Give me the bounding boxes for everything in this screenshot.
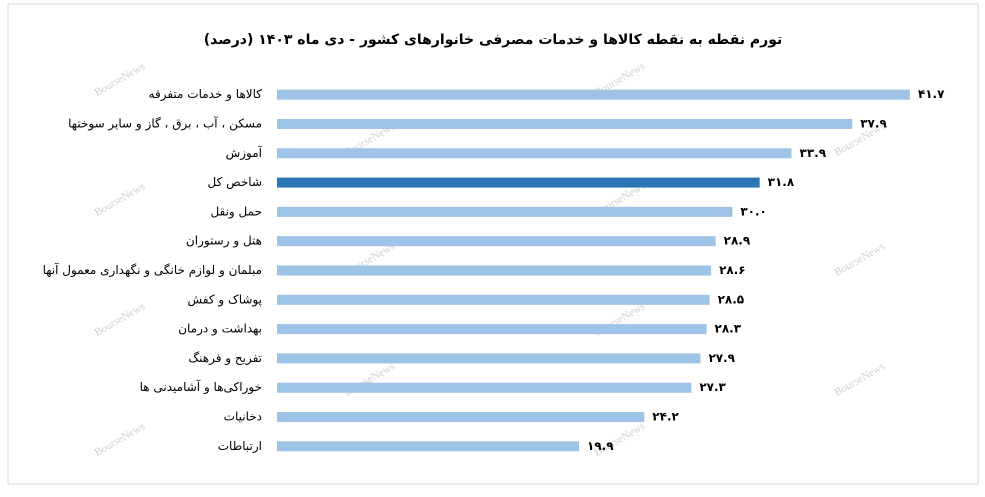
value-label: ۳۳.۹: [800, 146, 827, 160]
category-label: کالاها و خدمات متفرقه: [149, 87, 263, 102]
value-label: ۲۸.۶: [719, 263, 746, 277]
value-label: ۴۱.۷: [918, 87, 945, 101]
value-label: ۲۸.۵: [718, 292, 745, 306]
value-label: ۳۱.۸: [768, 175, 795, 189]
category-label: شاخص کل: [208, 175, 262, 190]
bar: [277, 441, 580, 452]
category-label: هتل و رستوران: [186, 234, 262, 249]
bar: [277, 236, 716, 247]
bar: [277, 89, 910, 100]
value-label: ۲۸.۹: [724, 234, 751, 248]
value-label: ۱۹.۹: [587, 439, 614, 453]
category-label: بهداشت و درمان: [178, 322, 262, 337]
value-label: ۳۷.۹: [860, 116, 887, 130]
category-label: آموزش: [226, 145, 263, 161]
value-label: ۳۰.۰: [740, 204, 767, 218]
bar: [277, 206, 733, 217]
chart-title: تورم نقطه به نقطه کالاها و خدمات مصرفی خ…: [204, 32, 783, 48]
value-label: ۲۷.۹: [708, 351, 735, 365]
bar: [277, 353, 701, 364]
category-label: مسکن ، آب ، برق ، گاز و سایر سوختها: [68, 115, 262, 131]
bar: [277, 118, 853, 129]
category-label: ارتباطات: [218, 439, 262, 454]
category-label: تفریح و فرهنگ: [188, 351, 262, 366]
category-label: دخانیات: [224, 410, 262, 424]
value-label: ۲۸.۳: [715, 322, 742, 336]
value-label: ۲۷.۳: [699, 380, 726, 394]
bar: [277, 324, 707, 335]
bar: [277, 177, 760, 188]
bar: [277, 294, 710, 305]
category-label: خوراکی‌ها و آشامیدنی ها: [140, 379, 262, 395]
category-label: مبلمان و لوازم خانگی و نگهداری معمول آنه…: [43, 262, 262, 278]
bar: [277, 412, 645, 423]
category-label: حمل ونقل: [210, 204, 262, 219]
category-label: پوشاک و کفش: [188, 292, 263, 307]
bar: [277, 265, 712, 276]
value-label: ۲۴.۲: [652, 410, 679, 424]
bar: [277, 382, 692, 393]
bar: [277, 148, 792, 159]
